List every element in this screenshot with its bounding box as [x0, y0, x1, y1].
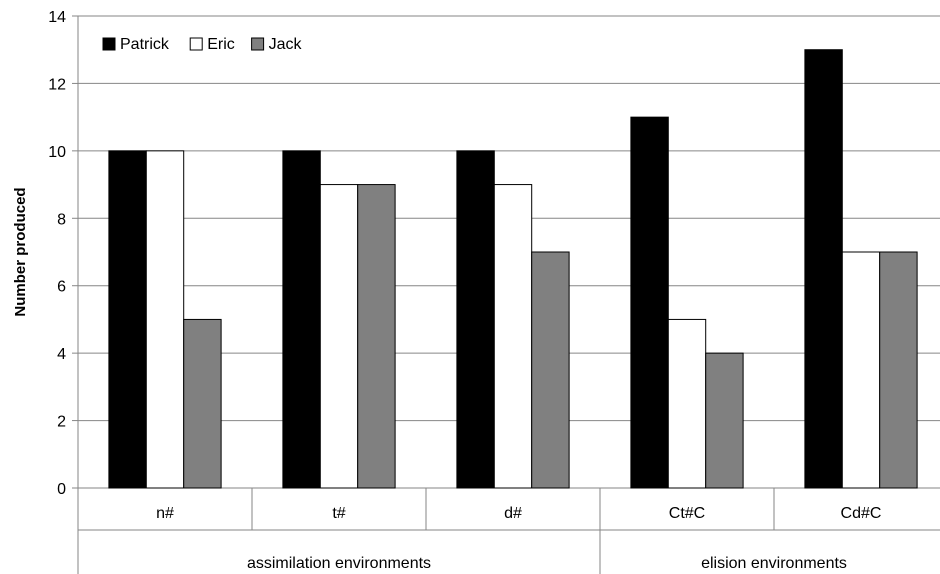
bar — [319, 184, 359, 489]
bar — [804, 49, 843, 489]
bar — [667, 318, 707, 489]
bar — [145, 150, 185, 489]
bar — [493, 184, 533, 489]
bar — [531, 251, 570, 489]
y-tick-label: 2 — [57, 414, 66, 431]
bar — [705, 352, 744, 489]
x-group-label: elision environments — [701, 555, 847, 572]
bar — [357, 184, 396, 489]
bar — [879, 251, 918, 489]
legend-swatch — [189, 37, 203, 51]
x-category-label: d# — [504, 505, 522, 522]
axis-labels: 0 2 4 6 8 10 12 14 n# t# d# Ct#C Cd#C assimilation en… — [48, 9, 881, 572]
y-tick-label: 10 — [48, 144, 66, 161]
x-group-label: assimilation environments — [247, 555, 431, 572]
y-tick-label: 6 — [57, 279, 66, 296]
legend-swatch — [102, 37, 116, 51]
bar — [183, 318, 222, 489]
bar — [456, 150, 495, 489]
y-axis-title: Number produced — [12, 187, 29, 316]
legend: Patrick Eric Jack — [102, 36, 303, 53]
x-category-label: Ct#C — [669, 505, 705, 522]
bar — [108, 150, 147, 489]
y-tick-label: 14 — [48, 9, 66, 26]
legend-label: Eric — [207, 36, 235, 53]
y-tick-label: 12 — [48, 76, 66, 93]
legend-label: Jack — [269, 36, 303, 53]
bars — [108, 49, 918, 489]
legend-swatch — [251, 37, 265, 51]
bar — [841, 251, 881, 489]
x-category-label: Cd#C — [841, 505, 882, 522]
bar — [630, 116, 669, 489]
bar — [282, 150, 321, 489]
y-tick-label: 0 — [57, 481, 66, 498]
y-tick-label: 4 — [57, 346, 66, 363]
x-category-label: n# — [156, 505, 174, 522]
legend-label: Patrick — [120, 36, 170, 53]
x-category-label: t# — [332, 505, 345, 522]
y-tick-label: 8 — [57, 211, 66, 228]
